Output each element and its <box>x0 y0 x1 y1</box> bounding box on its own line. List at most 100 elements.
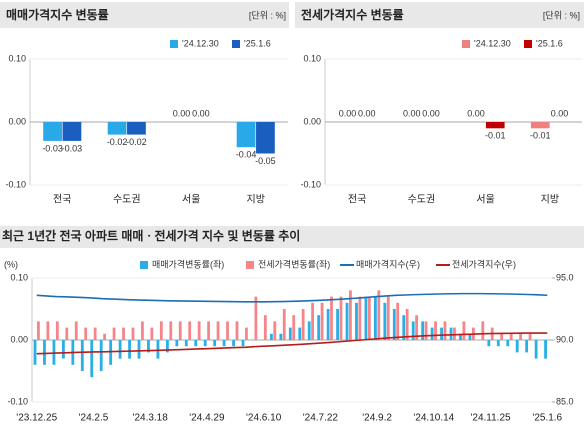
bar <box>236 122 256 148</box>
panel-title-band <box>0 2 289 28</box>
y-tick-label: 0.10 <box>303 53 321 63</box>
data-label: -0.04 <box>236 150 257 160</box>
bar <box>459 333 462 340</box>
bar <box>33 340 37 365</box>
bar <box>506 340 510 347</box>
x-tick-label: 지방 <box>247 194 265 206</box>
bar <box>194 340 198 347</box>
bar <box>245 327 248 340</box>
bar <box>65 327 69 340</box>
bar <box>396 302 400 340</box>
bar <box>232 340 235 347</box>
bar <box>288 327 292 340</box>
x-tick-label: '24.10.14 <box>413 413 454 424</box>
legend-swatch <box>232 40 240 48</box>
bar <box>93 327 97 340</box>
bar <box>273 321 277 340</box>
bar <box>525 340 529 353</box>
data-label: 0.00 <box>358 108 376 118</box>
x-tick-label: '24.3.18 <box>133 413 169 424</box>
bar <box>462 321 466 340</box>
bar <box>449 327 453 340</box>
bar <box>263 315 267 340</box>
bar <box>131 327 135 340</box>
legend-label: 매매가격지수(우) <box>356 258 420 269</box>
unit-label: [단위 : %] <box>249 10 286 20</box>
bar <box>207 321 211 340</box>
bar <box>90 340 94 378</box>
bar <box>402 315 406 340</box>
bar <box>107 122 127 135</box>
x-tick-label: 서울 <box>476 194 494 206</box>
bar <box>80 340 84 371</box>
bar <box>178 321 182 340</box>
legend-swatch <box>170 40 178 48</box>
bar <box>386 296 390 340</box>
x-tick-label: 수도권 <box>408 194 436 206</box>
legend-label: '24.12.30 <box>182 38 219 48</box>
legend-swatch <box>246 261 254 269</box>
bar <box>213 340 217 347</box>
bar <box>336 309 339 340</box>
bar <box>434 321 437 340</box>
bar <box>487 340 491 347</box>
bar <box>509 333 513 340</box>
bar <box>298 327 302 340</box>
bar <box>241 340 245 347</box>
bar <box>453 327 456 340</box>
bar <box>165 340 169 353</box>
bar <box>150 327 154 340</box>
bar <box>345 302 349 340</box>
bar <box>392 309 396 340</box>
bar <box>43 340 46 365</box>
bar <box>254 296 258 340</box>
legend-swatch <box>524 40 532 48</box>
unit-label: [단위 : %] <box>543 10 580 20</box>
bar <box>55 321 59 340</box>
bar <box>415 315 419 340</box>
bar <box>301 309 305 340</box>
bar <box>175 340 179 347</box>
bar <box>544 340 547 359</box>
bar <box>330 296 333 340</box>
bar <box>43 122 62 141</box>
bar <box>311 302 315 340</box>
x-tick-label: 전국 <box>53 194 71 206</box>
x-tick-label: 서울 <box>182 194 200 206</box>
legend-swatch <box>140 261 148 269</box>
data-label: -0.03 <box>42 143 63 153</box>
bar <box>156 340 160 359</box>
bar <box>358 296 362 340</box>
bar <box>339 296 343 340</box>
x-tick-label: 수도권 <box>113 194 141 206</box>
data-label: -0.01 <box>485 131 506 141</box>
bar <box>515 340 519 353</box>
line <box>36 332 548 355</box>
x-tick-label: 지방 <box>541 194 559 206</box>
bar <box>364 296 368 340</box>
chart-title: 매매가격지수 변동률 <box>6 7 109 22</box>
data-label: -0.05 <box>255 156 276 166</box>
data-label: 0.00 <box>422 108 440 118</box>
x-tick-label: '24.7.22 <box>303 413 339 424</box>
y-tick-label: -0.10 <box>7 396 28 406</box>
bar <box>159 321 163 340</box>
data-label: -0.01 <box>530 131 551 141</box>
bar <box>122 327 125 340</box>
data-label: 0.00 <box>192 108 210 118</box>
bar <box>424 321 428 340</box>
data-label: 0.00 <box>551 108 569 118</box>
x-tick-label: '24.6.10 <box>246 413 282 424</box>
y2-tick-label: 90.0 <box>556 334 574 344</box>
bar <box>320 302 324 340</box>
bar <box>468 333 472 340</box>
bar <box>137 340 141 359</box>
legend-label: '25.1.6 <box>244 38 271 48</box>
bar <box>128 340 131 359</box>
legend-label: 전세가격지수(우) <box>452 258 516 269</box>
bar <box>169 321 173 340</box>
bar <box>203 340 207 347</box>
bar <box>216 321 220 340</box>
y-tick-label: 0.00 <box>10 334 28 344</box>
